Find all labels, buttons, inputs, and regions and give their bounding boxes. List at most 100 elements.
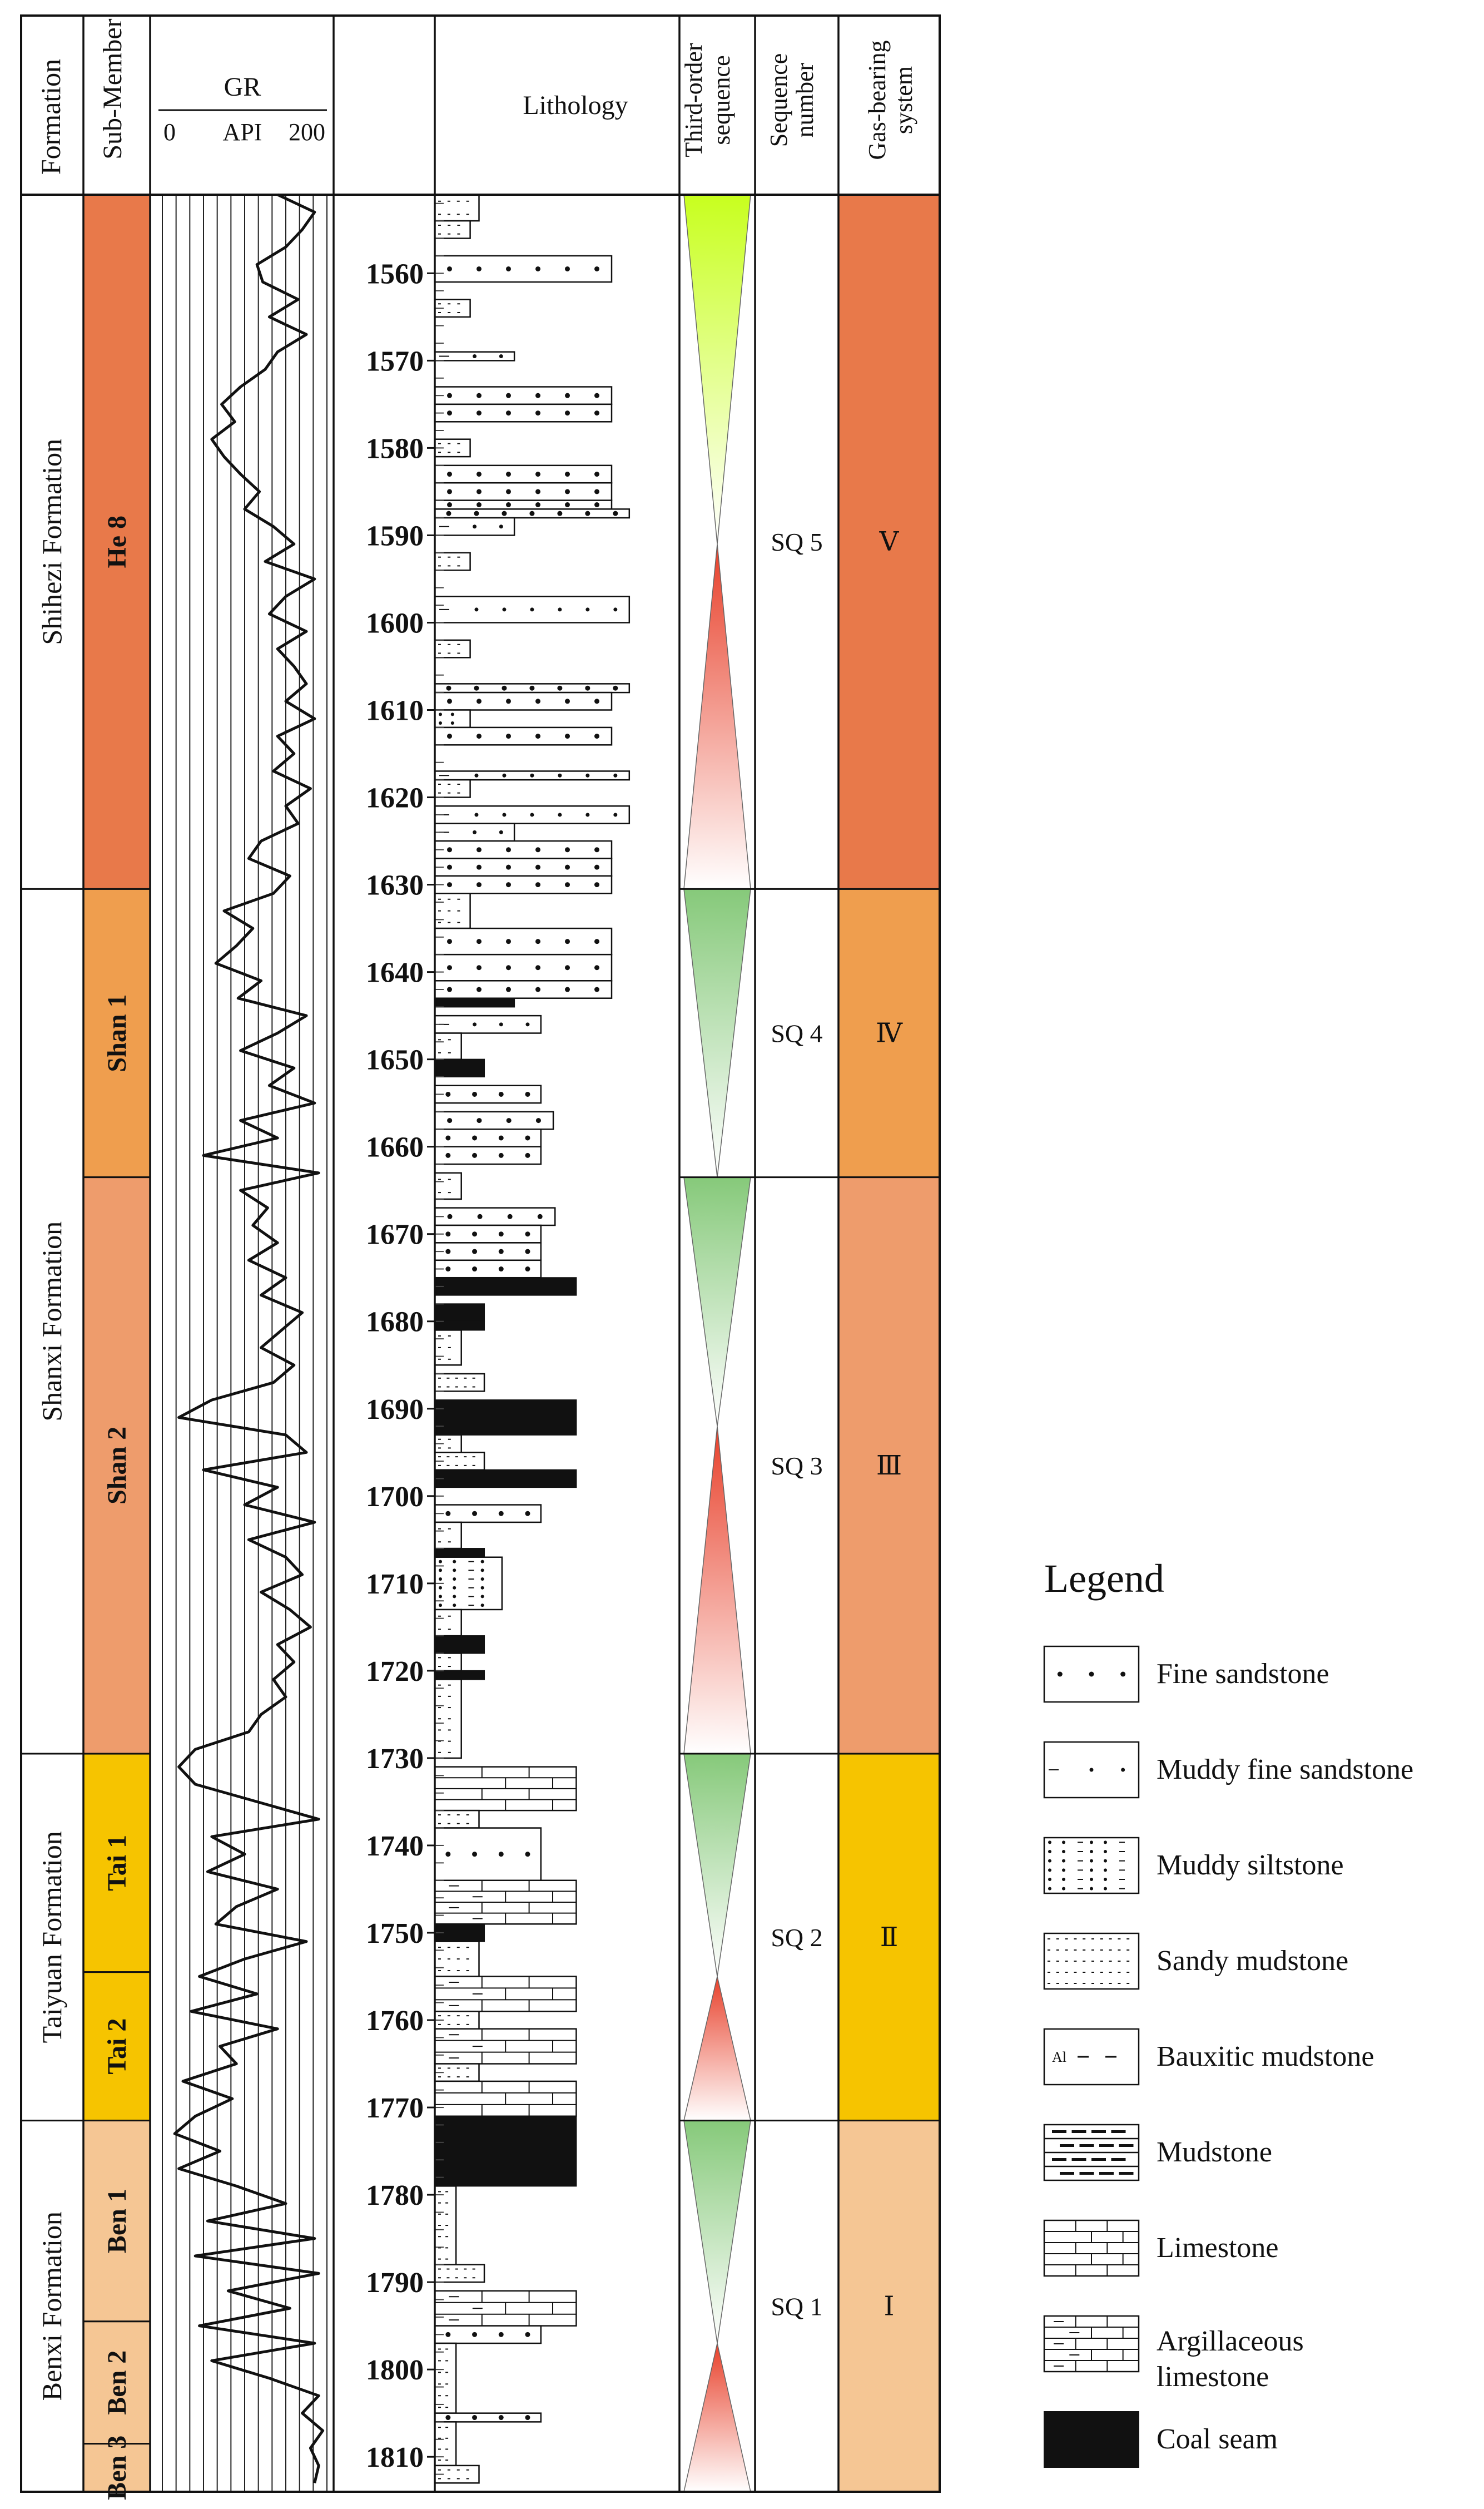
sandstone-dot xyxy=(499,830,503,834)
sandstone-dot xyxy=(498,1511,504,1516)
lithology-fine-sandstone xyxy=(434,1224,542,1244)
legend: Legend Fine sandstone Muddy fine sandstone… xyxy=(1043,1556,1413,2468)
sandstone-dot xyxy=(473,354,477,359)
depth-label: 1680 xyxy=(366,1307,424,1338)
sandstone-dot xyxy=(472,1152,478,1158)
sandstone-dot xyxy=(472,2332,478,2337)
sandstone-dot xyxy=(473,1022,477,1027)
lithology-limestone xyxy=(1043,2219,1140,2277)
silt-dot xyxy=(450,721,454,725)
silt-dot xyxy=(1104,1840,1107,1844)
depth-label: 1590 xyxy=(366,520,424,552)
sandstone-dot xyxy=(472,1266,478,1272)
sandstone-dot xyxy=(535,987,540,992)
sandstone-dot xyxy=(498,2332,504,2337)
depth-label: 1790 xyxy=(366,2267,424,2299)
sandstone-dot xyxy=(498,1091,504,1097)
sandstone-dot xyxy=(535,410,540,416)
silt-dot xyxy=(439,721,442,725)
sandstone-dot xyxy=(525,2415,530,2421)
sandstone-dot xyxy=(565,472,570,477)
bauxite-symbol: Al xyxy=(1052,2049,1066,2065)
sandstone-dot xyxy=(585,685,590,691)
sandstone-dot xyxy=(1089,1671,1094,1677)
legend-label-line2: limestone xyxy=(1157,2361,1269,2393)
lithology-fine-sandstone xyxy=(434,1827,542,1882)
legend-label: Coal seam xyxy=(1157,2423,1278,2455)
sandstone-dot xyxy=(447,410,452,416)
silt-dot xyxy=(1104,1850,1107,1853)
depth-label: 1760 xyxy=(366,2005,424,2037)
gas-system-label: Ⅱ xyxy=(880,1923,899,1952)
lithology-coal xyxy=(434,1320,485,1331)
lithology-coal xyxy=(434,1469,577,1488)
depth-label: 1640 xyxy=(366,957,424,989)
depth-label: 1560 xyxy=(366,258,424,290)
formation-label: Benxi Formation xyxy=(36,2211,67,2401)
sandstone-dot xyxy=(565,393,570,398)
header-sub-member: Sub-Member xyxy=(98,18,127,159)
sandstone-dot xyxy=(506,410,511,416)
sandstone-dot xyxy=(498,1249,504,1254)
sandstone-dot xyxy=(506,965,511,971)
sub-member-label: Ben 2 xyxy=(102,2350,132,2415)
sandstone-dot xyxy=(506,266,511,271)
sandstone-dot xyxy=(535,734,540,739)
gr-log xyxy=(173,193,325,2483)
sandstone-dot xyxy=(535,847,540,853)
sandstone-dot xyxy=(535,864,540,870)
lithology-sandy-mudstone xyxy=(434,639,471,659)
sandstone-dot xyxy=(565,987,570,992)
legend-label: Bauxitic mudstone xyxy=(1157,2041,1374,2072)
sandstone-dot xyxy=(506,472,511,477)
lithology-bauxitic-mudstone xyxy=(1043,2028,1140,2086)
sub-member-column: He 8 Shan 1 Shan 2 Tai 1 Tai 2 Ben 1 Ben 2 Ben … xyxy=(82,194,151,2500)
lithology-fine-sandstone xyxy=(434,1111,554,1130)
lithology-sandy-mudstone xyxy=(434,1032,462,1060)
table-frame xyxy=(20,14,941,2493)
depth-label: 1610 xyxy=(366,695,424,727)
silt-dot xyxy=(1048,1887,1051,1891)
sequence-number-label: SQ 5 xyxy=(771,528,822,556)
sandstone-dot xyxy=(506,987,511,992)
lithology-sandy-mudstone xyxy=(434,1609,462,1637)
silt-dot xyxy=(480,1560,484,1563)
lithology-sandy-mudstone xyxy=(434,194,480,222)
silt-dot xyxy=(453,1604,456,1607)
sandstone-dot xyxy=(477,502,482,507)
depth-label: 1620 xyxy=(366,783,424,814)
gr-track-grid xyxy=(162,195,327,2492)
silt-dot xyxy=(453,1586,456,1590)
sequence-number-column: SQ 5 SQ 4 SQ 3 SQ 2 SQ 1 xyxy=(679,528,838,2320)
depth-label: 1740 xyxy=(366,1830,424,1862)
lithology-sandy-mudstone xyxy=(434,1172,462,1200)
sandstone-dot xyxy=(530,773,534,778)
sandstone-dot xyxy=(447,734,452,739)
lithology-sandy-mudstone xyxy=(434,2342,457,2414)
depth-label: 1730 xyxy=(366,1743,424,1775)
lithology-coal xyxy=(434,1277,577,1296)
silt-dot xyxy=(480,1604,484,1607)
sandstone-dot xyxy=(506,502,511,507)
header-sequence-line1: Sequence xyxy=(765,53,792,147)
lithology-fine-sandstone xyxy=(434,691,613,711)
lithology-sandy-mudstone xyxy=(434,1809,480,1829)
sandstone-dot xyxy=(506,864,511,870)
sandstone-dot xyxy=(507,1214,513,1219)
sequence-triangle-regressive xyxy=(683,194,751,545)
gr-axis-max: 200 xyxy=(289,118,325,146)
gas-system-label: Ⅳ xyxy=(876,1019,903,1048)
silt-dot xyxy=(1090,1840,1093,1844)
sandstone-dot xyxy=(1057,1671,1063,1677)
sandstone-dot xyxy=(474,511,479,516)
lithology-coal xyxy=(434,1303,485,1322)
sandstone-dot xyxy=(447,987,452,992)
sandstone-dot xyxy=(477,1118,482,1124)
gas-system-label: Ⅲ xyxy=(876,1451,902,1481)
sequence-number-label: SQ 3 xyxy=(771,1452,822,1480)
sandstone-dot xyxy=(499,524,503,529)
sandstone-dot xyxy=(474,813,479,817)
sandstone-dot xyxy=(506,489,511,494)
lithology-sandy-mudstone xyxy=(434,1652,462,1672)
sandstone-dot xyxy=(565,699,570,704)
